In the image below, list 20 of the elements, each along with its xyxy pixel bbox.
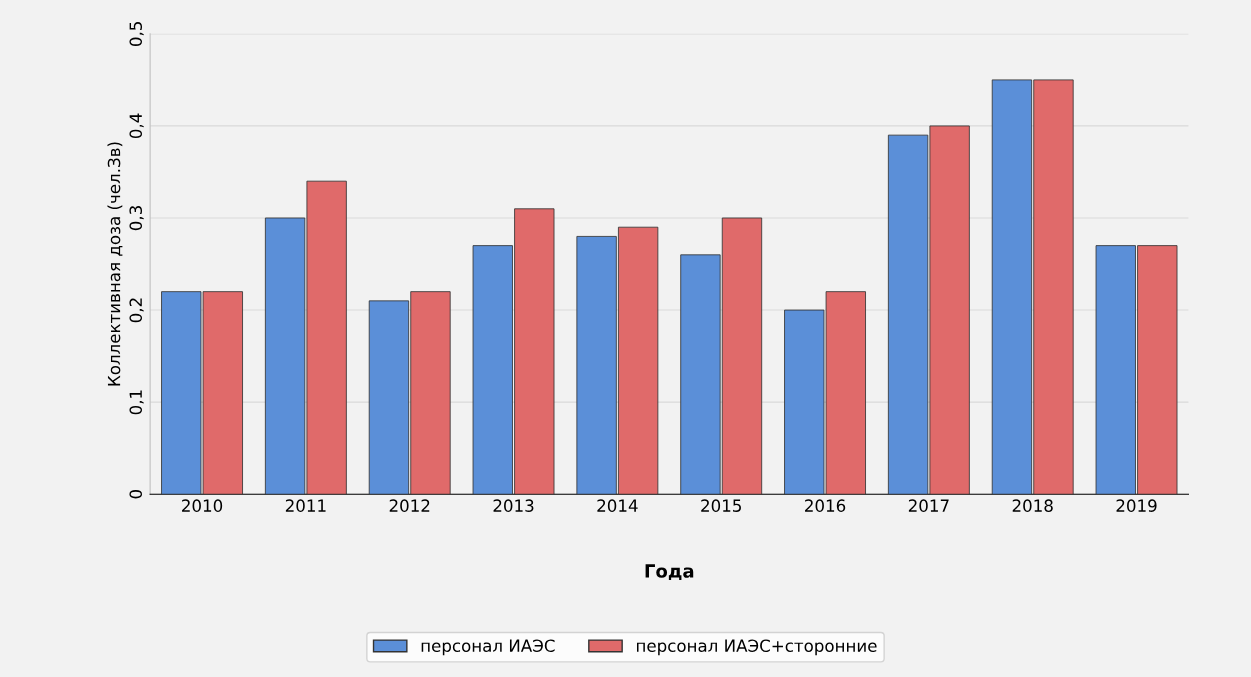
x-tick-label: 2012	[389, 499, 430, 512]
x-tick-label: 2011	[285, 499, 326, 512]
x-tick-label: 2013	[493, 499, 534, 512]
y-axis-title: Коллективная доза (чел.Зв)	[107, 142, 123, 386]
y-tick-label: 0	[129, 490, 143, 499]
x-tick-label: 2010	[182, 499, 223, 512]
x-tick-label: 2017	[908, 499, 949, 512]
x-tick-label: 2019	[1116, 499, 1157, 512]
legend-label: персонал ИАЭС+сторонние	[637, 639, 877, 656]
y-tick-label: 0,2	[129, 298, 144, 323]
y-tick-label: 0,4	[129, 113, 144, 139]
y-tick-label: 0,3	[129, 206, 144, 231]
legend-label: персонал ИАЭС	[421, 639, 555, 656]
x-tick-label: 2016	[805, 499, 846, 512]
x-tick-label: 2015	[701, 499, 741, 512]
y-tick-label: 0,5	[129, 22, 144, 46]
x-tick-label: 2018	[1012, 499, 1053, 512]
x-axis-title: Года	[645, 564, 694, 581]
x-tick-label: 2014	[597, 499, 638, 512]
y-tick-label: 0,1	[129, 390, 144, 415]
